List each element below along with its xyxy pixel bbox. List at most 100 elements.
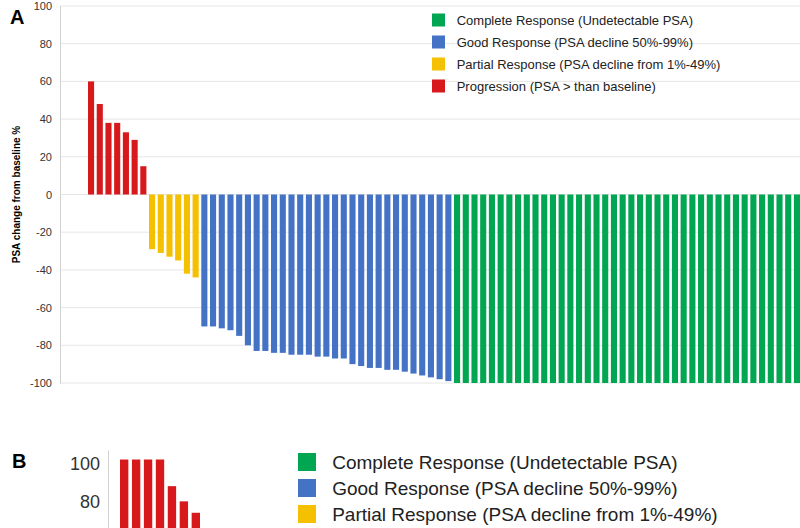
bar	[349, 195, 355, 365]
bar	[168, 486, 176, 528]
bar	[759, 195, 765, 384]
bar	[297, 195, 303, 355]
bar	[288, 195, 294, 355]
grid-line	[60, 383, 800, 384]
legend-item: Good Response (PSA decline 50%-99%)	[298, 478, 678, 499]
bar	[384, 195, 390, 370]
grid-line	[60, 6, 800, 7]
bar	[132, 460, 140, 528]
legend-item: Complete Response (Undetectable PSA)	[432, 13, 693, 28]
bar	[628, 195, 634, 384]
legend-label: Partial Response (PSA decline from 1%-49…	[332, 504, 717, 525]
tick-label: -100	[30, 377, 52, 389]
legend-swatch	[432, 14, 445, 27]
bar	[323, 195, 329, 357]
legend: Complete Response (Undetectable PSA) Good…	[298, 452, 718, 525]
grid-line	[60, 81, 800, 82]
panel-title: B	[12, 450, 26, 472]
bar	[567, 195, 573, 384]
bar	[672, 195, 678, 384]
bar	[306, 195, 312, 355]
bar	[489, 195, 495, 384]
bar	[620, 195, 626, 384]
bar	[149, 195, 155, 250]
legend-swatch	[432, 58, 445, 71]
legend-swatch	[298, 453, 316, 471]
bar	[750, 195, 756, 384]
panel-title: A	[10, 6, 24, 28]
bar	[132, 140, 138, 195]
bar	[559, 195, 565, 384]
bar	[245, 195, 251, 346]
bar	[611, 195, 617, 384]
bar	[506, 195, 512, 384]
tick: -100	[30, 377, 60, 389]
bar	[271, 195, 277, 353]
bar	[785, 195, 791, 384]
bar	[341, 195, 347, 359]
bar	[97, 104, 103, 194]
bar	[410, 195, 416, 374]
bar	[376, 195, 382, 368]
bar	[524, 195, 530, 384]
bar	[602, 195, 608, 384]
bar	[681, 195, 687, 384]
legend-label: Good Response (PSA decline 50%-99%)	[332, 478, 677, 499]
tick: -20	[36, 226, 60, 238]
bar	[794, 195, 800, 384]
bar	[358, 195, 364, 367]
bar	[120, 460, 128, 528]
tick-label: -60	[36, 302, 52, 314]
grid-line	[60, 119, 800, 120]
bar	[88, 81, 94, 194]
bar	[480, 195, 486, 384]
bar	[254, 195, 260, 351]
legend-item: Good Response (PSA decline 50%-99%)	[432, 35, 693, 50]
bar	[454, 195, 460, 384]
chart-canvas: -100-80-60-40-20020406080100APSA change …	[0, 0, 800, 528]
bar	[654, 195, 660, 384]
tick: 60	[40, 75, 60, 87]
tick: 80	[80, 492, 108, 512]
y-axis: 80 100	[70, 451, 109, 528]
bar	[262, 195, 268, 351]
bar	[593, 195, 599, 384]
tick-label: -80	[36, 339, 52, 351]
bar	[184, 195, 190, 274]
legend: Complete Response (Undetectable PSA) Good…	[432, 13, 720, 94]
tick-label: 40	[40, 113, 52, 125]
bar	[393, 195, 399, 370]
tick-label: 100	[70, 454, 100, 474]
axis-line	[108, 451, 109, 528]
bar	[166, 195, 172, 257]
bar	[332, 195, 338, 359]
bar	[419, 195, 425, 376]
legend-label: Good Response (PSA decline 50%-99%)	[457, 35, 693, 50]
bar	[663, 195, 669, 384]
bar	[698, 195, 704, 384]
grid	[60, 6, 800, 383]
bar	[315, 195, 321, 357]
bar	[280, 195, 286, 353]
tick: 0	[46, 189, 60, 201]
bar	[742, 195, 748, 384]
tick: 100	[70, 454, 108, 474]
tick: 40	[40, 113, 60, 125]
y-axis-title: PSA change from baseline %	[11, 126, 22, 264]
tick: 80	[40, 38, 60, 50]
bar	[532, 195, 538, 384]
bar	[515, 195, 521, 384]
legend-swatch	[432, 80, 445, 93]
bar	[367, 195, 373, 368]
bar	[768, 195, 774, 384]
grid-line	[60, 156, 800, 157]
bar	[114, 123, 120, 195]
tick-label: 80	[80, 492, 100, 512]
tick-label: -20	[36, 226, 52, 238]
bar	[585, 195, 591, 384]
tick-label: 20	[40, 151, 52, 163]
bar	[724, 195, 730, 384]
legend-label: Complete Response (Undetectable PSA)	[332, 452, 677, 473]
legend-swatch	[432, 36, 445, 49]
bar	[437, 195, 443, 380]
